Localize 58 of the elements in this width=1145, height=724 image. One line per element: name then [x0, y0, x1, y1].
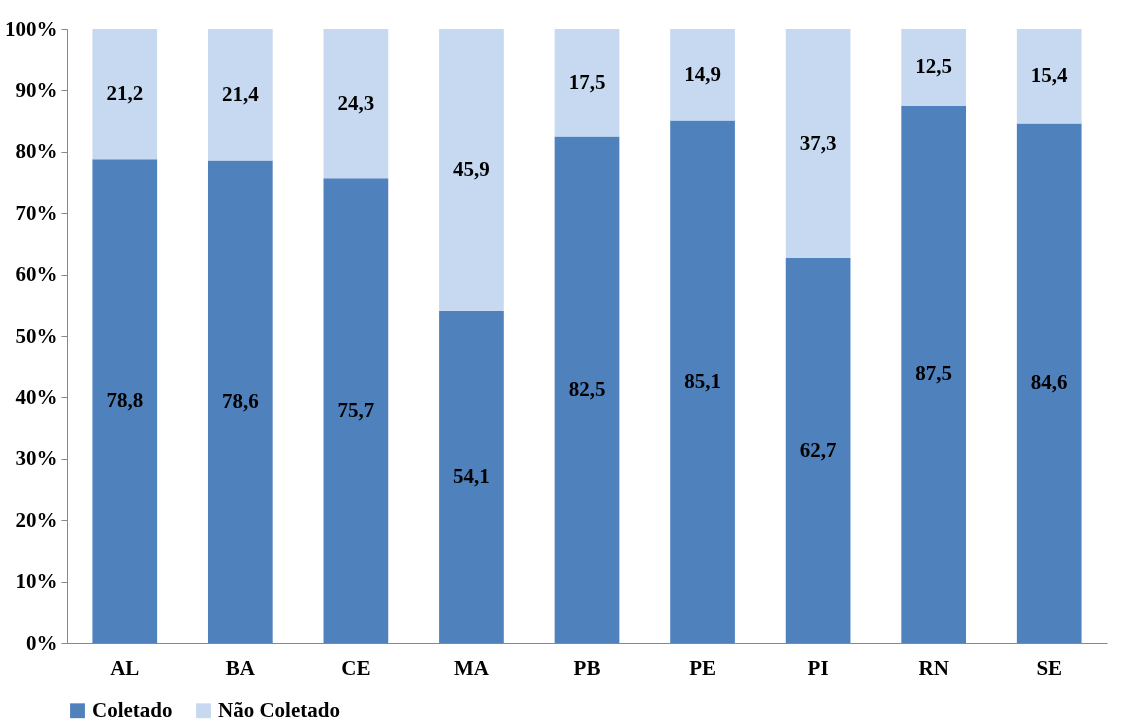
bar — [439, 310, 504, 643]
y-tick-label: 90% — [15, 77, 58, 102]
bar — [207, 29, 273, 161]
data-label: 62,7 — [799, 437, 837, 462]
y-tick-label: 0% — [26, 630, 58, 655]
bar — [785, 29, 851, 259]
y-tick-label: 50% — [15, 323, 58, 348]
data-label: 78,8 — [106, 388, 144, 413]
x-tick-label: RN — [918, 655, 949, 680]
x-tick-label: SE — [1036, 655, 1063, 680]
data-label: 87,5 — [915, 361, 953, 386]
data-label: 82,5 — [568, 376, 606, 401]
y-tick-label: 80% — [15, 139, 58, 164]
data-label: 37,3 — [799, 130, 837, 155]
data-label: 24,3 — [337, 90, 375, 115]
data-label: 85,1 — [684, 368, 721, 393]
data-label: 75,7 — [337, 397, 375, 422]
bar — [92, 159, 158, 643]
data-label: 21,2 — [106, 81, 144, 106]
data-label: 12,5 — [915, 54, 953, 79]
bar — [1016, 123, 1082, 643]
y-tick-label: 20% — [15, 507, 58, 532]
legend-label: Não Coletado — [218, 697, 340, 722]
bar — [92, 29, 158, 160]
bar — [901, 29, 967, 106]
data-label: 17,5 — [568, 69, 606, 94]
data-label: 45,9 — [453, 156, 490, 181]
bar — [554, 136, 620, 643]
bar — [670, 29, 735, 121]
data-label: 84,6 — [1030, 370, 1068, 395]
bar — [670, 120, 735, 643]
bar — [323, 178, 389, 643]
x-tick-label: MA — [453, 655, 490, 680]
bar — [1016, 29, 1082, 124]
x-tick-label: CE — [341, 655, 371, 680]
x-tick-label: PB — [573, 655, 601, 680]
bar — [901, 105, 967, 643]
y-tick-label: 100% — [5, 16, 58, 41]
x-tick-label: AL — [110, 655, 140, 680]
data-label: 21,4 — [221, 81, 260, 106]
y-tick-label: 10% — [15, 569, 58, 594]
legend-label: Coletado — [92, 697, 173, 722]
data-label: 14,9 — [684, 61, 721, 86]
bar — [323, 29, 389, 179]
y-tick-label: 30% — [15, 446, 58, 471]
data-label: 15,4 — [1030, 63, 1069, 88]
data-label: 78,6 — [221, 388, 259, 413]
data-label: 54,1 — [453, 463, 490, 488]
x-tick-label: BA — [225, 655, 256, 680]
y-tick-label: 40% — [15, 384, 58, 409]
y-tick-label: 60% — [15, 262, 58, 287]
bar — [207, 160, 273, 643]
bar — [439, 29, 504, 311]
x-tick-label: PI — [807, 655, 829, 680]
bar — [785, 258, 851, 643]
bar — [554, 29, 620, 137]
y-tick-label: 70% — [15, 200, 58, 225]
x-tick-label: PE — [689, 655, 716, 680]
